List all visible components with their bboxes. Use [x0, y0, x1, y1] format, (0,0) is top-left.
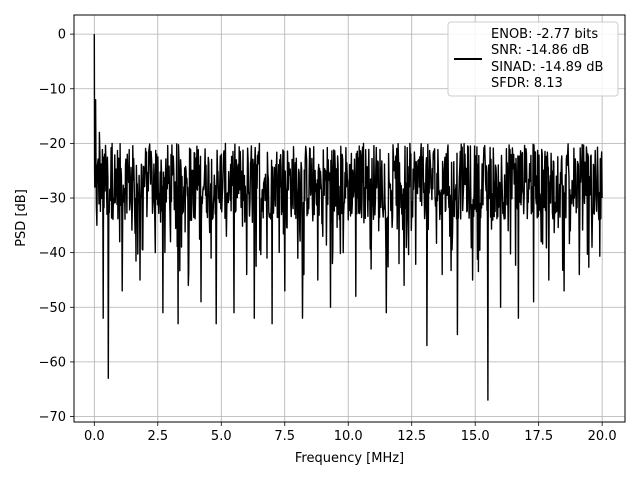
x-tick-label: 20.0 [588, 429, 617, 444]
y-tick-label: −70 [39, 410, 66, 425]
legend-sfdr: SFDR: 8.13 [491, 76, 563, 91]
y-axis-ticks: 0 −10 −20 −30 −40 −50 −60 −70 [39, 28, 74, 425]
x-tick-label: 10.0 [334, 429, 363, 444]
y-tick-label: −10 [39, 82, 66, 97]
y-tick-label: −30 [39, 192, 66, 207]
legend: ENOB: -2.77 bits SNR: -14.86 dB SINAD: -… [447, 21, 619, 97]
x-tick-label: 17.5 [524, 429, 553, 444]
legend-snr: SNR: -14.86 dB [491, 43, 589, 58]
legend-box [447, 21, 619, 97]
y-tick-label: 0 [58, 28, 66, 43]
y-tick-label: −20 [39, 137, 66, 152]
x-tick-label: 7.5 [274, 429, 295, 444]
y-tick-label: −60 [39, 355, 66, 370]
x-tick-label: 2.5 [147, 429, 168, 444]
psd-series-line [93, 34, 603, 401]
x-tick-label: 0.0 [84, 429, 105, 444]
y-tick-label: −40 [39, 246, 66, 261]
x-tick-label: 5.0 [211, 429, 232, 444]
psd-line-layer [93, 34, 603, 401]
x-axis-label: Frequency [MHz] [295, 451, 404, 466]
legend-enob: ENOB: -2.77 bits [491, 27, 598, 42]
x-tick-label: 12.5 [397, 429, 426, 444]
plot-frame [73, 14, 626, 423]
x-tick-label: 15.0 [461, 429, 490, 444]
y-tick-label: −50 [39, 301, 66, 316]
legend-sinad: SINAD: -14.89 dB [491, 60, 603, 75]
x-axis-ticks: 0.0 2.5 5.0 7.5 10.0 12.5 15.0 17.5 20.0 [84, 422, 617, 444]
y-axis-label: PSD [dB] [14, 189, 29, 247]
